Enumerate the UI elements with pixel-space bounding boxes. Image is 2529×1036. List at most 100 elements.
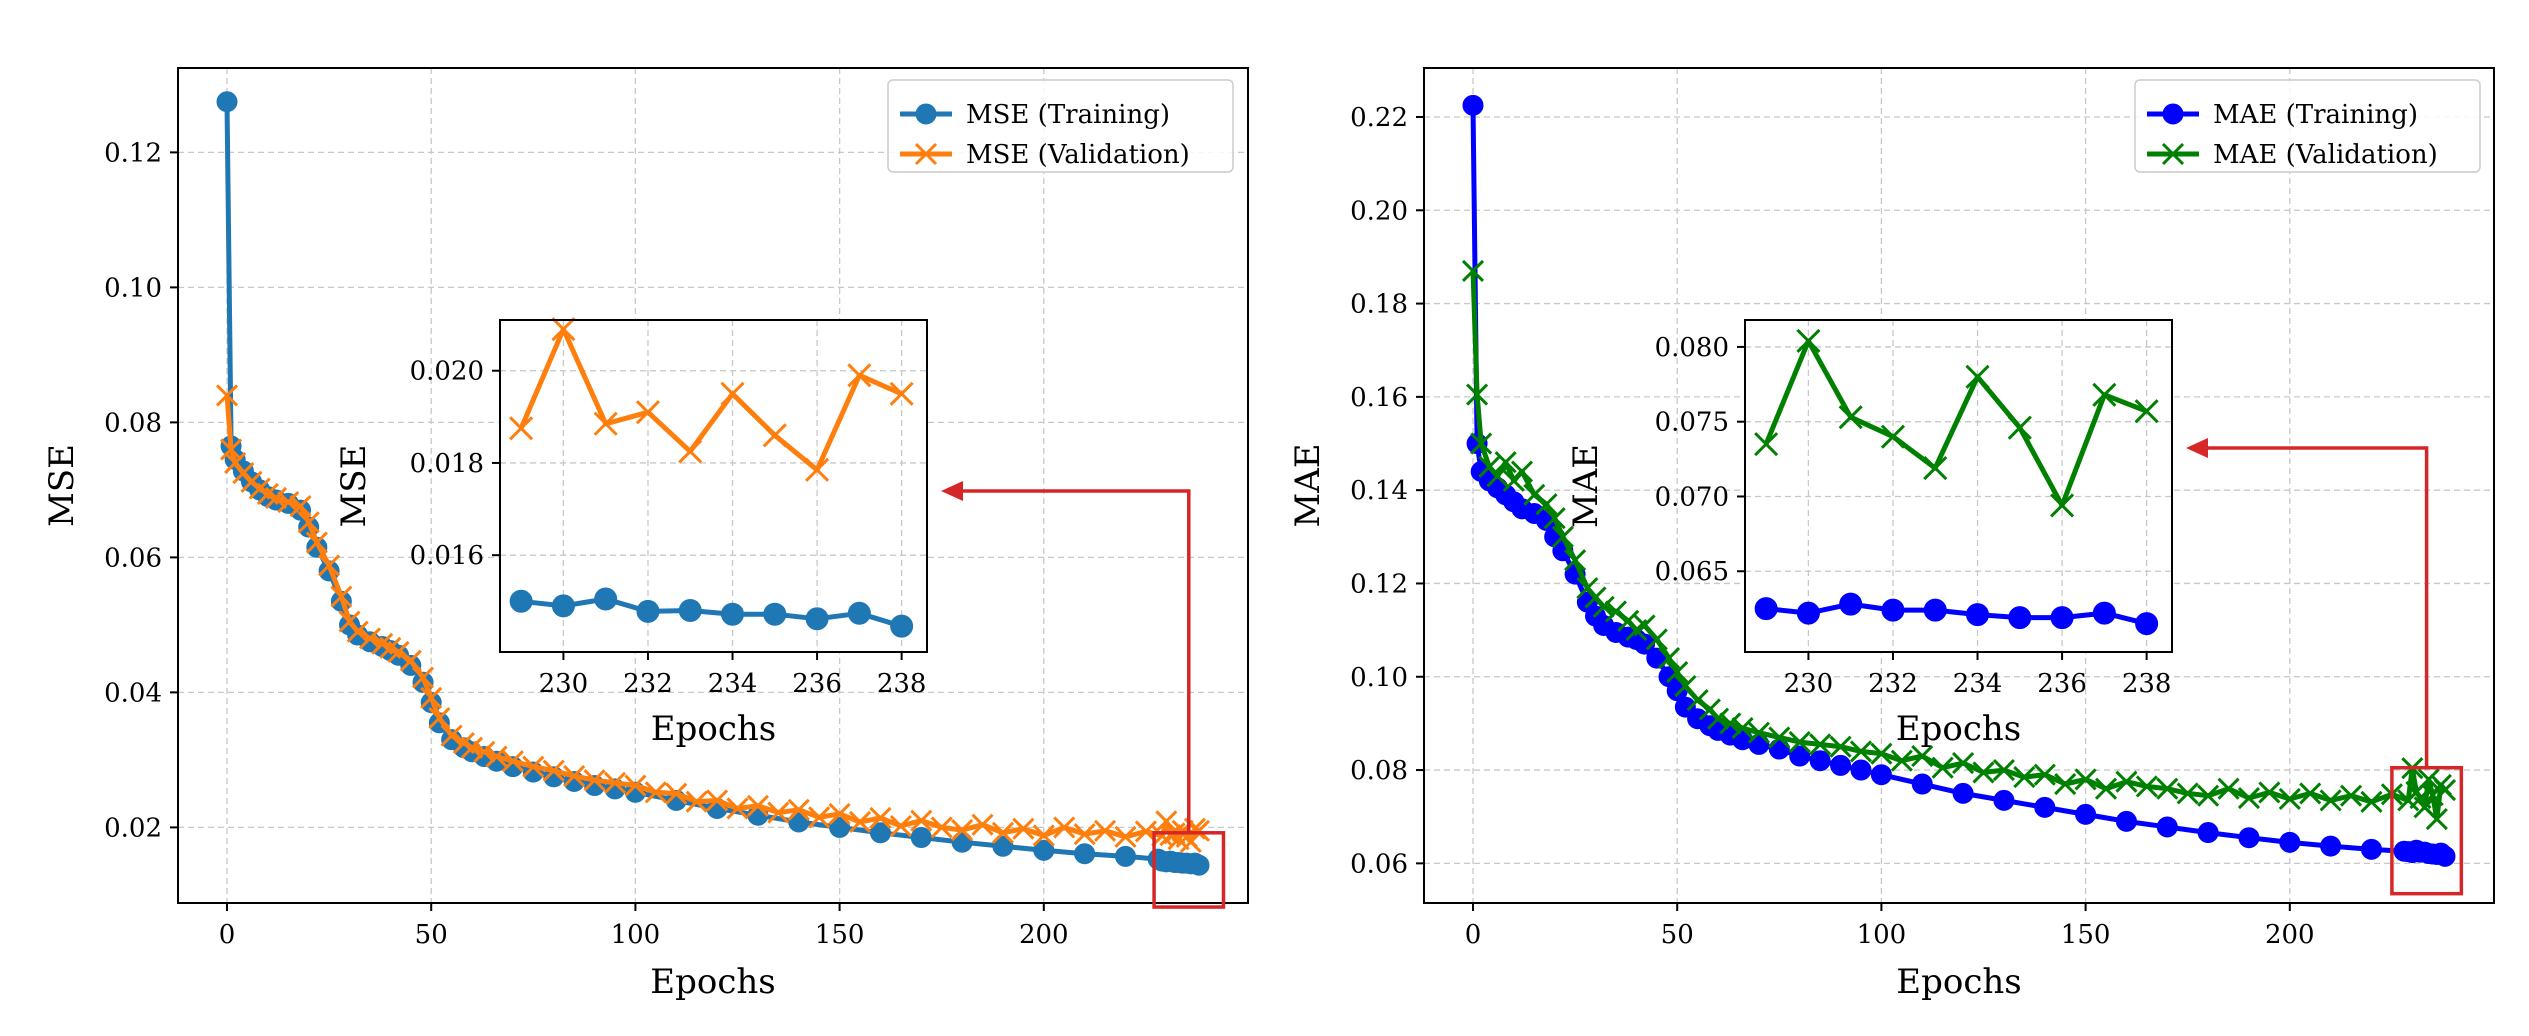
data-point [1155,810,1178,833]
inset-data-point [762,423,787,448]
y-tick-label: 0.10 [1350,663,1408,693]
data-point [411,666,435,689]
inset-data-point [1966,603,1990,627]
inset-series-line-0 [1765,601,2148,627]
inset-x-axis-label: Epochs [1896,709,2021,749]
inset-data-point [805,607,829,631]
data-point [1645,628,1668,651]
data-point [2176,782,2199,805]
data-point [910,809,933,832]
inset-data-point [720,381,745,406]
inset-data-point [1796,328,1821,353]
data-point [808,806,831,829]
inset-y-tick-label: 0.080 [1655,333,1729,363]
y-tick-label: 0.08 [104,408,162,438]
legend-label-1: MAE (Validation) [2213,140,2438,170]
data-point [1992,758,2015,782]
data-point [1719,712,1742,735]
data-point [2074,768,2097,791]
data-point [1809,750,1831,772]
data-point [2433,779,2457,802]
x-tick-label: 0 [219,920,236,950]
data-point [2360,838,2382,860]
data-point [501,750,524,773]
inset-data-point [763,602,787,626]
legend-marker-1 [914,142,938,166]
mae-chart: 0 50 100 150 200 0.06 0.08 0.10 0.12 0.14 0.16 0.18… [1288,67,2495,1002]
data-point [1993,789,2015,811]
data-point [1592,595,1615,618]
data-point [2299,782,2322,805]
data-point [216,91,238,113]
data-point [2258,781,2281,804]
data-point [1551,525,1574,548]
data-point [889,814,912,838]
data-point [1012,817,1035,840]
data-point [829,816,851,838]
data-point [624,774,647,797]
data-point [542,759,565,782]
data-point [1535,493,1558,516]
y-tick-label: 0.18 [1350,290,1408,320]
inset-y-tick-label: 0.018 [410,449,484,479]
data-point [460,736,484,759]
inset-data-point [594,587,618,611]
data-point [2360,790,2383,813]
inset-data-point [635,400,661,425]
data-point [1870,764,1892,786]
inset-data-point [2007,415,2032,440]
inset-data-point [1923,455,1948,481]
y-tick-label: 0.02 [104,813,162,843]
inset-data-point [509,416,534,441]
data-point [869,806,892,830]
legend-marker-1 [2161,142,2185,166]
data-point [644,781,667,804]
inset-x-tick-label: 236 [792,669,842,699]
inset-data-point [678,599,702,622]
inset-data-point [2092,601,2116,625]
inset-background [500,320,927,652]
data-point [440,724,463,747]
data-point [1114,845,1136,867]
y-tick-label: 0.10 [104,273,162,303]
inset-data-point [1796,601,1820,625]
inset-x-tick-label: 238 [2122,669,2172,699]
inset-y-tick-label: 0.016 [410,541,484,571]
inset-frame [499,319,928,653]
data-point [1053,816,1076,839]
data-point [1890,749,1913,772]
data-point [473,740,496,763]
data-point [220,438,243,461]
data-point [1564,549,1587,572]
data-point [289,495,312,518]
y-tick-label: 0.12 [1350,569,1408,599]
inset-series-line-0 [520,596,903,629]
data-point [2013,765,2036,789]
data-point [726,797,749,820]
inset-data-point [551,317,576,342]
y-axis-label: MSE [42,444,82,527]
plot-frame [1423,67,2495,904]
data-point [1033,839,1055,861]
data-point [1768,738,1790,760]
inset-frame [1744,319,2173,653]
data-point [951,819,974,842]
data-point [277,490,300,514]
data-point [1604,600,1628,623]
y-tick-label: 0.22 [1350,103,1408,133]
data-point [1486,465,1509,488]
data-point [297,511,320,534]
y-tick-label: 0.06 [1350,849,1408,879]
inset-x-tick-label: 232 [1868,669,1918,699]
inset-data-point [2092,382,2117,407]
data-point [1657,647,1681,670]
legend-label-0: MSE (Training) [966,100,1170,130]
data-point [1789,745,1811,767]
data-point [1849,740,1873,763]
data-point [215,384,239,407]
data-point [485,745,508,768]
zoom-arrow [959,489,1191,833]
x-tick-label: 0 [1465,920,1482,950]
data-point [1462,94,1484,116]
data-point [2339,784,2363,807]
